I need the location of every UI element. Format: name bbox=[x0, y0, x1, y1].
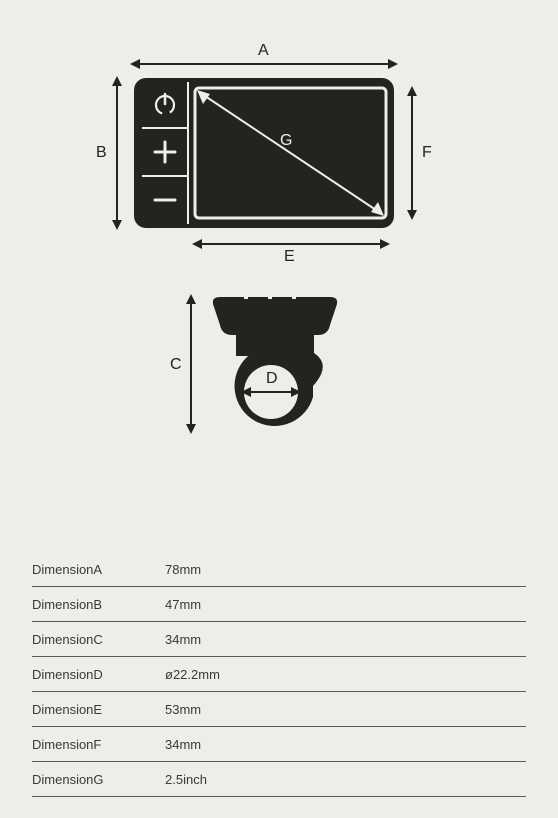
table-row: DimensionD ø22.2mm bbox=[32, 657, 526, 692]
dimension-name: DimensionE bbox=[32, 702, 165, 717]
dimension-value: 34mm bbox=[165, 632, 526, 647]
dimension-value: 78mm bbox=[165, 562, 526, 577]
dimension-name: DimensionB bbox=[32, 597, 165, 612]
dimension-label-g: G bbox=[280, 132, 292, 150]
dimension-label-e: E bbox=[284, 248, 295, 266]
dimension-name: DimensionD bbox=[32, 667, 165, 682]
dimension-label-d: D bbox=[266, 370, 278, 388]
dimension-value: 2.5inch bbox=[165, 772, 526, 787]
table-row: DimensionG 2.5inch bbox=[32, 762, 526, 797]
dimension-diagram: A B E F G C bbox=[0, 0, 558, 480]
table-row: DimensionA 78mm bbox=[32, 552, 526, 587]
dimension-value: 34mm bbox=[165, 737, 526, 752]
dimension-label-f: F bbox=[422, 144, 432, 162]
dimension-name: DimensionF bbox=[32, 737, 165, 752]
dimension-name: DimensionG bbox=[32, 772, 165, 787]
dimension-label-b: B bbox=[96, 144, 107, 162]
dimension-name: DimensionA bbox=[32, 562, 165, 577]
dimension-arrow-f bbox=[411, 94, 413, 212]
dimension-value: 53mm bbox=[165, 702, 526, 717]
dimension-value: ø22.2mm bbox=[165, 667, 526, 682]
dimension-arrow-b bbox=[116, 84, 118, 222]
dimension-arrow-c bbox=[190, 302, 192, 426]
dimension-label-a: A bbox=[258, 42, 269, 60]
table-row: DimensionE 53mm bbox=[32, 692, 526, 727]
front-view-svg bbox=[0, 0, 558, 290]
mount-view-svg bbox=[0, 285, 558, 485]
dimension-arrow-a bbox=[138, 63, 390, 65]
dimensions-table: DimensionA 78mm DimensionB 47mm Dimensio… bbox=[32, 552, 526, 797]
table-row: DimensionC 34mm bbox=[32, 622, 526, 657]
dimension-arrow-d bbox=[249, 391, 293, 393]
table-row: DimensionB 47mm bbox=[32, 587, 526, 622]
dimension-arrow-e bbox=[200, 243, 382, 245]
page-root: A B E F G C bbox=[0, 0, 558, 818]
dimension-value: 47mm bbox=[165, 597, 526, 612]
table-row: DimensionF 34mm bbox=[32, 727, 526, 762]
dimension-name: DimensionC bbox=[32, 632, 165, 647]
dimension-label-c: C bbox=[170, 356, 182, 374]
